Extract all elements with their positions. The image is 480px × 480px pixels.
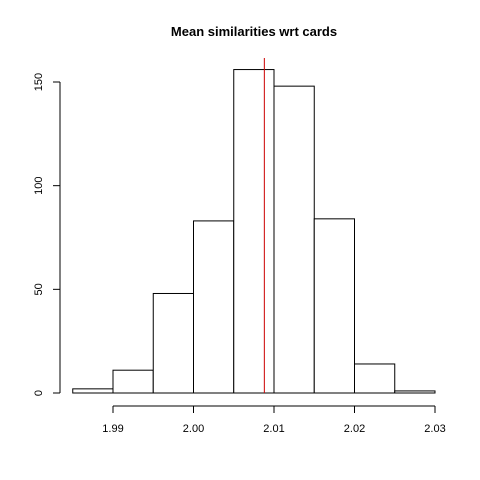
x-axis: 1.99 2.00 2.01 2.02 2.03 bbox=[102, 405, 446, 435]
y-tick-label: 0 bbox=[33, 390, 45, 396]
histogram-bar-5 bbox=[273, 85, 315, 394]
histogram-bar-7 bbox=[354, 363, 396, 394]
y-axis: 0 50 100 150 bbox=[33, 73, 61, 396]
histogram-bar-2 bbox=[152, 292, 194, 394]
histogram-bar-0 bbox=[72, 388, 114, 394]
chart-title: Mean similarities wrt cards bbox=[171, 24, 337, 39]
histogram-bar-6 bbox=[313, 218, 355, 394]
y-tick-label: 50 bbox=[33, 283, 45, 295]
histogram-bar-4 bbox=[233, 69, 275, 394]
histogram-bar-3 bbox=[193, 220, 235, 394]
x-tick-label: 2.00 bbox=[183, 423, 204, 435]
y-tick-label: 100 bbox=[33, 176, 45, 194]
histogram-bar-1 bbox=[112, 369, 154, 394]
bars-layer bbox=[72, 69, 436, 394]
x-tick-label: 2.02 bbox=[344, 423, 365, 435]
y-tick-label: 150 bbox=[33, 73, 45, 91]
x-tick-label: 2.03 bbox=[424, 423, 445, 435]
x-tick-label: 1.99 bbox=[102, 423, 123, 435]
x-tick-label: 2.01 bbox=[263, 423, 284, 435]
histogram-bar-8 bbox=[394, 390, 436, 394]
